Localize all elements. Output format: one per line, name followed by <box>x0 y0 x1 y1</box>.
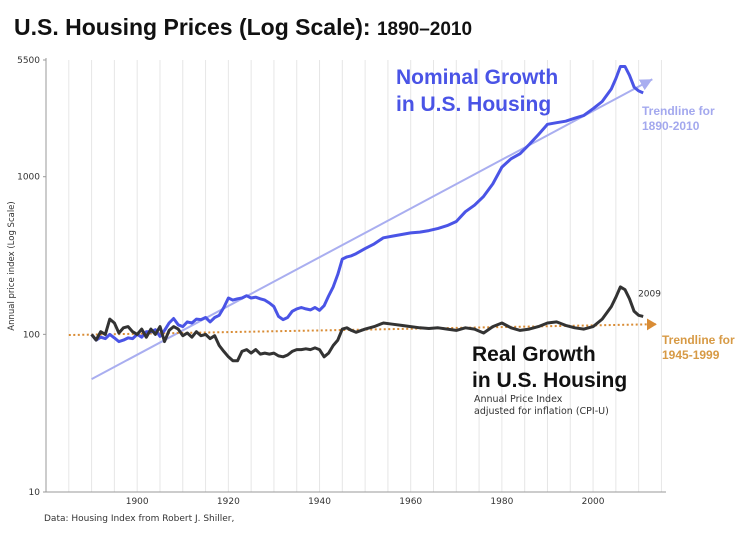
chart-title: U.S. Housing Prices (Log Scale): 1890–20… <box>14 14 472 41</box>
annotation-cpi-line1: Annual Price Index <box>474 394 563 405</box>
chart-title-main: U.S. Housing Prices (Log Scale): <box>14 14 371 40</box>
y-tick-label: 100 <box>23 330 40 340</box>
series-real-line <box>90 285 644 363</box>
label-trend-nominal-line2: 1890-2010 <box>642 119 700 133</box>
y-axis-label: Annual price index (Log Scale) <box>7 201 17 330</box>
x-tick-label: 2000 <box>582 497 605 507</box>
x-tick-label: 1940 <box>308 497 331 507</box>
source-note: Data: Housing Index from Robert J. Shill… <box>44 514 235 524</box>
annotation-cpi-line2: adjusted for inflation (CPI-U) <box>474 406 609 417</box>
label-trend-nominal-line1: Trendline for <box>642 104 715 118</box>
x-tick-label: 1960 <box>399 497 422 507</box>
x-tick-label: 1980 <box>490 497 513 507</box>
x-tick-label: 1900 <box>126 497 149 507</box>
grid-lines <box>68 60 662 492</box>
y-tick-label: 1000 <box>17 173 40 183</box>
label-real-line2: in U.S. Housing <box>472 369 627 392</box>
label-nominal-line1: Nominal Growth <box>396 66 558 89</box>
series-nominal-line <box>90 65 644 344</box>
y-tick-label: 5500 <box>17 56 40 66</box>
label-real-line1: Real Growth <box>472 343 596 366</box>
label-nominal-line2: in U.S. Housing <box>396 93 551 116</box>
chart-title-years: 1890–2010 <box>376 19 473 40</box>
x-tick-label: 1920 <box>217 497 240 507</box>
trendline-nominal <box>91 78 653 381</box>
label-trend-real-line1: Trendline for <box>662 333 735 347</box>
label-trend-real-line2: 1945-1999 <box>662 348 720 362</box>
y-tick-label: 10 <box>29 488 41 498</box>
annotation-2009: 2009 <box>638 289 661 299</box>
